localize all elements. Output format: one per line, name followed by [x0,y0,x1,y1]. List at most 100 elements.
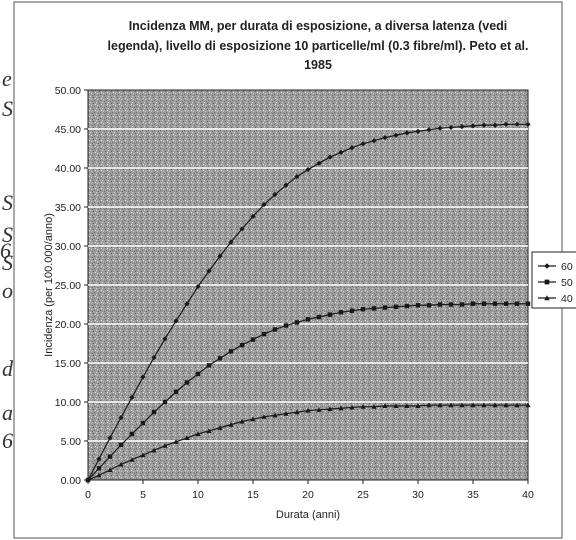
chart-title-line-3: 1985 [304,58,332,72]
y-tick-label: 0.00 [61,475,82,487]
data-point [107,435,113,441]
data-point [162,336,168,342]
data-point [184,301,190,307]
legend-label: 50 [561,277,573,289]
y-tick-label: 40.00 [55,163,81,175]
data-point [305,166,311,173]
data-point [184,380,190,385]
data-point [459,402,465,408]
data-point [206,428,212,433]
data-point [305,317,311,322]
legend-marker [544,279,550,285]
data-point [492,402,498,408]
data-point [283,323,289,328]
data-point [503,301,509,306]
data-point [239,418,245,424]
data-point [140,452,146,458]
x-tick-label: 35 [467,489,479,501]
data-point [250,416,256,422]
data-point [426,127,432,133]
data-point [250,337,256,342]
series-layer [85,121,531,483]
x-tick-label: 20 [302,489,314,501]
data-point [448,124,454,131]
margin-fragment: S [2,96,13,121]
data-point [151,447,157,453]
data-point [481,301,487,306]
data-point [294,173,300,180]
legend: 60 50 40 [531,251,576,309]
data-point [316,160,322,166]
data-point [437,125,443,131]
data-point [217,425,223,430]
data-point [426,303,432,308]
x-axis-title: Durata (anni) [276,509,340,521]
data-point [239,342,245,348]
x-tick-label: 30 [412,489,424,501]
data-point [393,304,399,310]
x-tick-label: 5 [140,489,146,501]
data-point [316,407,322,412]
data-point [327,312,333,317]
y-tick-label: 50.00 [55,85,81,97]
y-axis-title: Incidenza (per 100.000/anno) [43,213,55,357]
data-point [261,414,267,419]
margin-fragment: a [2,400,13,425]
legend-box [531,251,576,309]
data-point [129,457,135,462]
data-point [382,305,388,310]
data-point [360,404,366,409]
data-point [448,302,454,307]
data-point [327,154,333,160]
data-point [525,301,531,306]
data-point [426,402,432,408]
margin-fragment: S [2,190,13,215]
data-point [184,435,190,440]
data-point [239,226,245,232]
data-point [360,306,366,312]
data-point [294,320,300,325]
data-point [107,467,113,472]
data-point [96,472,102,478]
data-point [118,442,124,448]
x-tick-label: 10 [192,489,204,501]
data-point [371,404,377,409]
data-point [173,439,179,444]
data-point [525,121,531,127]
data-point [481,402,487,408]
data-point [272,327,278,332]
data-point [129,431,135,437]
data-point [96,456,102,462]
data-point [217,356,223,361]
data-point [129,394,135,400]
data-point [228,422,234,427]
data-point [195,283,201,290]
margin-fragment: o [2,278,13,303]
data-point [503,402,509,408]
data-point [360,141,366,147]
data-point [195,431,201,437]
legend-label: 60 [561,261,573,273]
data-point [338,149,344,155]
series-60 [85,121,531,483]
data-point [250,213,256,219]
data-point [173,389,179,395]
legend-marker [544,295,550,301]
data-point [382,134,388,141]
y-tick-label: 25.00 [55,280,81,292]
series-40 [85,402,531,483]
legend-marker [544,263,550,269]
data-point [272,191,278,198]
margin-fragment: e [2,66,12,91]
margin-fragment: S [2,222,13,247]
data-point [382,403,388,408]
data-point [492,122,498,128]
data-point [448,402,454,408]
data-point [206,363,212,368]
data-point [272,412,278,418]
data-point [338,405,344,411]
data-point [85,477,91,483]
data-point [481,122,487,128]
data-point [327,406,333,412]
